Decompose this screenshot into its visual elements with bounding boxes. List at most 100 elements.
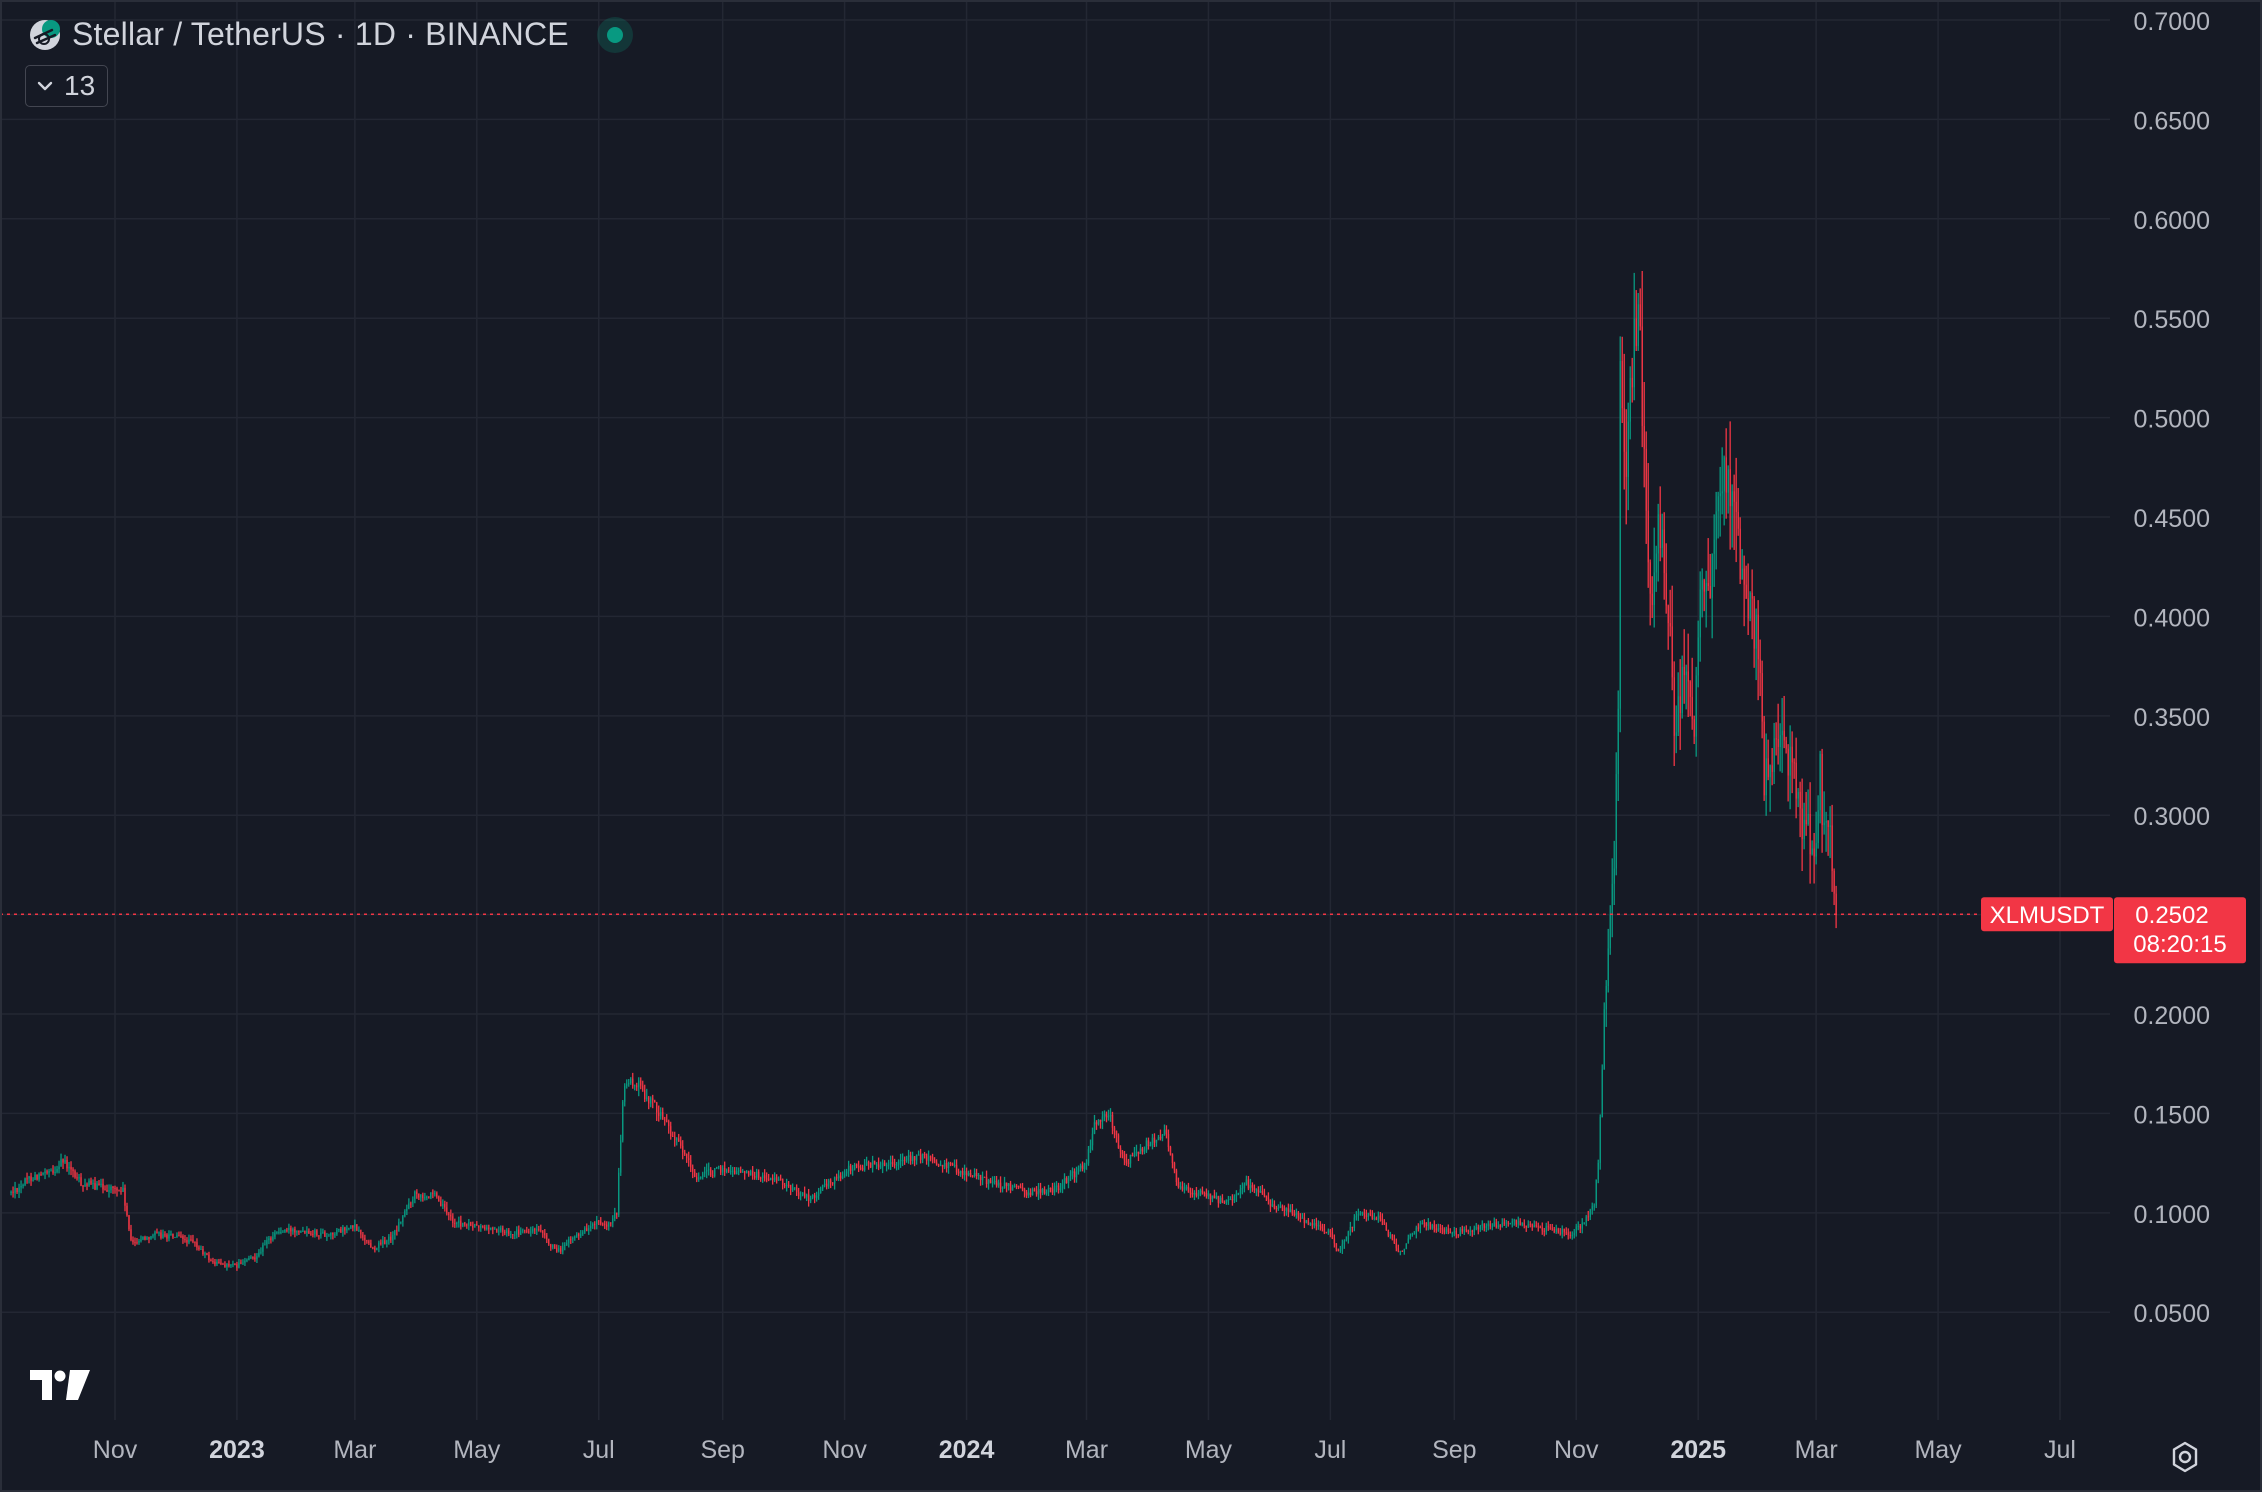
- candle-body: [1391, 1234, 1394, 1240]
- candle: [949, 1161, 952, 1167]
- candle-body: [180, 1235, 182, 1237]
- candle: [454, 1218, 456, 1228]
- candle-body: [917, 1154, 920, 1156]
- candle: [997, 1179, 1000, 1188]
- candle-body: [402, 1216, 404, 1223]
- candle-body: [82, 1185, 84, 1187]
- candle: [568, 1236, 570, 1248]
- candle: [1215, 1192, 1218, 1200]
- candle: [1719, 466, 1721, 537]
- candle-body: [452, 1216, 454, 1224]
- candle: [1645, 431, 1647, 544]
- candle: [74, 1169, 76, 1179]
- time-axis-tick-label: May: [1914, 1436, 1962, 1464]
- candle-body: [1697, 637, 1699, 676]
- indicators-collapse-button[interactable]: 13: [25, 65, 109, 107]
- candle: [472, 1221, 474, 1231]
- candle: [276, 1231, 278, 1235]
- time-axis[interactable]: Nov 2023 Mar May Jul Sep Nov 2024 Mar May Jul Sep No…: [93, 1436, 2076, 1464]
- candle: [314, 1228, 316, 1238]
- candle-body: [1663, 529, 1665, 574]
- price-axis-tick-label: 0.4500: [2134, 505, 2210, 533]
- candle-body: [1067, 1176, 1070, 1183]
- candle-body: [108, 1190, 110, 1192]
- candle: [1529, 1221, 1531, 1228]
- candle-body: [827, 1180, 830, 1187]
- candle: [1417, 1223, 1420, 1232]
- candle-body: [887, 1164, 890, 1166]
- symbol-header[interactable]: Stellar / TetherUS · 1D · BINANCE: [28, 16, 633, 53]
- candle-body: [739, 1170, 742, 1173]
- candle-body: [328, 1235, 330, 1237]
- candle: [1495, 1218, 1497, 1229]
- candle: [620, 1134, 622, 1176]
- price-axis-tick-label: 0.2000: [2134, 1002, 2210, 1030]
- candle: [246, 1258, 248, 1263]
- candle: [678, 1133, 680, 1142]
- candle-body: [727, 1170, 730, 1172]
- candle-body: [578, 1234, 580, 1236]
- candle-body: [1731, 491, 1733, 507]
- candle-body: [38, 1174, 40, 1180]
- candle: [871, 1155, 874, 1173]
- candle: [843, 1169, 846, 1178]
- candle-body: [242, 1262, 244, 1264]
- candle: [1403, 1248, 1406, 1255]
- candle: [987, 1178, 990, 1190]
- candle: [1047, 1184, 1050, 1197]
- candle: [1809, 782, 1811, 884]
- candle-body: [1025, 1191, 1028, 1196]
- candle: [490, 1227, 492, 1231]
- tradingview-logo-icon[interactable]: [28, 1368, 92, 1402]
- candle: [286, 1227, 288, 1233]
- candle: [528, 1228, 530, 1234]
- candle-body: [1405, 1243, 1408, 1249]
- candle: [18, 1183, 20, 1199]
- candle-body: [638, 1080, 640, 1088]
- candle: [1171, 1153, 1174, 1169]
- candle-body: [1235, 1193, 1238, 1197]
- candle-body: [1267, 1197, 1270, 1200]
- candle-body: [1249, 1185, 1252, 1189]
- candle: [1281, 1204, 1284, 1212]
- candle: [1337, 1248, 1340, 1252]
- candle: [200, 1245, 202, 1251]
- candle: [1229, 1196, 1232, 1201]
- candle: [404, 1209, 406, 1218]
- candle-body: [332, 1232, 334, 1235]
- candle-body: [596, 1220, 598, 1225]
- settings-gear-icon[interactable]: [2168, 1440, 2202, 1474]
- candle-body: [172, 1233, 174, 1238]
- candle: [715, 1166, 718, 1170]
- candle: [773, 1172, 776, 1183]
- candle: [1799, 781, 1801, 838]
- candle: [1779, 723, 1781, 772]
- candle: [374, 1245, 376, 1253]
- candle-body: [1403, 1248, 1406, 1252]
- candle: [1647, 463, 1649, 588]
- candle-body: [1633, 318, 1635, 388]
- candle: [664, 1116, 666, 1126]
- candle-body: [352, 1225, 354, 1228]
- candle: [755, 1168, 758, 1180]
- candle: [937, 1163, 940, 1168]
- candle-body: [1409, 1234, 1412, 1239]
- candle-body: [652, 1098, 654, 1101]
- candle: [1161, 1134, 1164, 1142]
- candle: [1481, 1220, 1483, 1231]
- candle-body: [116, 1188, 118, 1191]
- symbol-title[interactable]: Stellar / TetherUS · 1D · BINANCE: [72, 16, 569, 52]
- candle: [408, 1198, 410, 1210]
- candle-body: [98, 1183, 100, 1185]
- candle: [1655, 545, 1657, 592]
- candle-body: [819, 1188, 822, 1193]
- candle-body: [1547, 1226, 1549, 1228]
- candle-body: [1323, 1228, 1326, 1233]
- candle: [909, 1151, 912, 1165]
- candle: [420, 1194, 422, 1202]
- candle-body: [1161, 1135, 1164, 1139]
- candle-body: [719, 1166, 722, 1173]
- candle: [1143, 1146, 1146, 1155]
- candle: [194, 1241, 196, 1247]
